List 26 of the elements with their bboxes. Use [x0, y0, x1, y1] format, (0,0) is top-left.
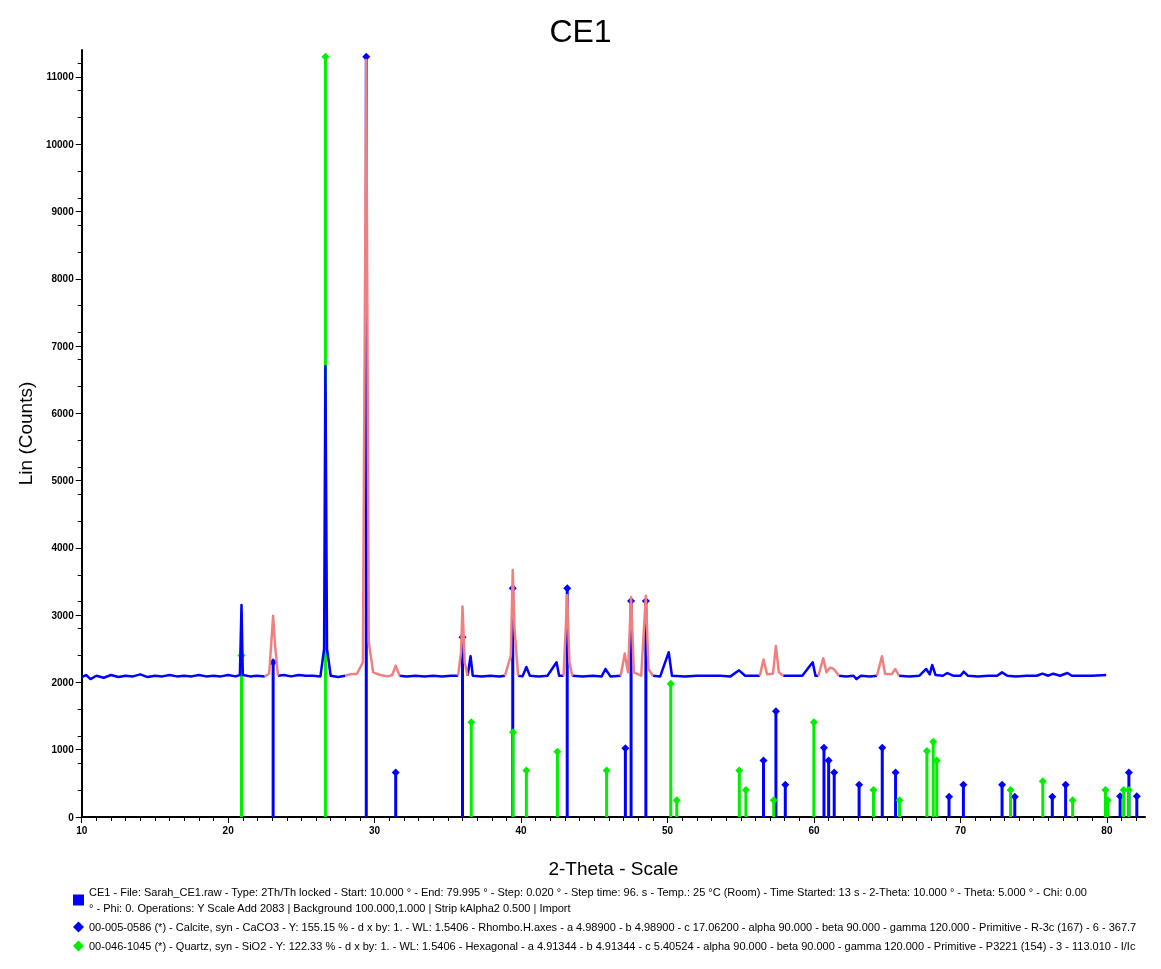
y-tick-label: 5000: [51, 475, 75, 487]
x-tick-label: 50: [661, 824, 674, 836]
y-tick-label: 0: [68, 811, 75, 823]
x-tick-label: 20: [222, 824, 235, 836]
legend-label: 00-005-0586 (*) - Calcite, syn - CaCO3 - Y: 155.15 % - d x by: 1. - WL: 1.5406 - Rhombo.H.axes - a 4.98900 - b 4.98900 - c 17.06200 - alpha 90.000 - beta 90.000 - gamma 120.000 - Primitive - R-3c (167) - 6 - 367.7: [89, 921, 1137, 933]
x-tick-label: 10: [76, 824, 88, 836]
x-tick-label: 30: [369, 824, 381, 836]
y-tick-label: 3000: [51, 609, 75, 621]
legend-label: 00-046-1045 (*) - Quartz, syn - SiO2 - Y: 122.33 % - d x by: 1. - WL: 1.5406 - Hexagonal - a 4.91344 - b 4.91344 - c 5.40524 - alpha 90.000 - beta 90.000 - gamma 120.000 - Primitive - P3221 (154) - 3 - 113.010 - I/Ic: [89, 940, 1136, 952]
x-tick-label: 40: [515, 824, 528, 836]
legend-label: CE1 - File: Sarah_CE1.raw - Type: 2Th/Th locked - Start: 10.000 ° - End: 79.995 ° - Step: 0.020 ° - Step time: 96. s - Temp.: 25 °C (Room) - Time Started: 13 s - 2-Theta: 10.000 ° - Theta: 5.000 ° - Chi: 0.00 ° - Phi: 0. Operations: Y Scale Add 2083 | Background 100.000,1.000 | Strip kAlpha2 0.500 | Import: [89, 886, 1090, 914]
y-tick-label: 10000: [45, 138, 75, 150]
x-tick-label: 80: [1101, 824, 1113, 836]
x-axis-title: 2-Theta - Scale: [548, 858, 679, 879]
y-tick-label: 8000: [51, 273, 75, 285]
y-tick-label: 2000: [51, 676, 75, 688]
y-tick-label: 11000: [46, 71, 75, 83]
y-tick-label: 9000: [51, 205, 75, 217]
x-tick-label: 70: [954, 824, 967, 836]
y-tick-label: 7000: [51, 340, 75, 352]
y-axis-title: Lin (Counts): [15, 381, 36, 486]
x-tick-label: 60: [808, 824, 820, 836]
y-tick-label: 4000: [51, 542, 75, 554]
chart-title: CE1: [549, 13, 612, 49]
y-tick-label: 6000: [51, 407, 75, 419]
y-tick-label: 1000: [51, 744, 75, 756]
